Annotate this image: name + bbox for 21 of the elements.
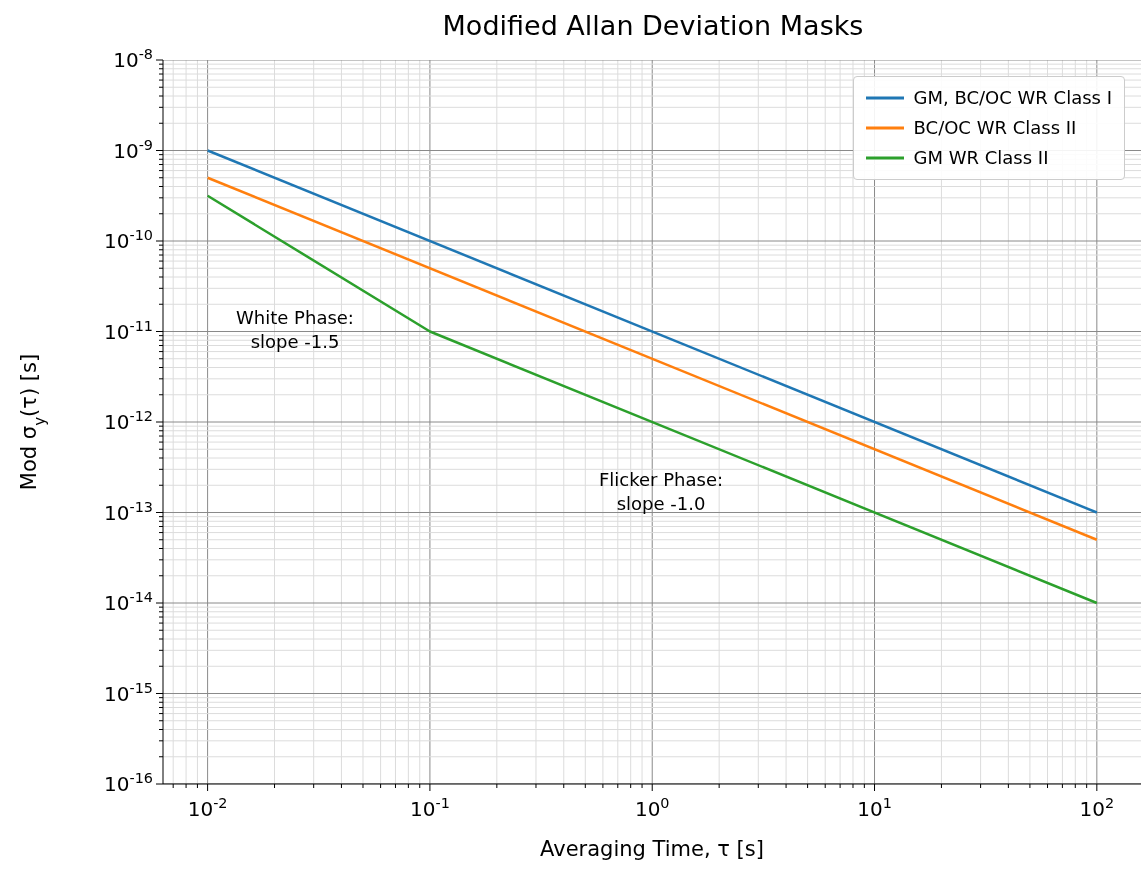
y-tick-label: 10$^{-13}$ <box>104 498 153 525</box>
chart-title: Modified Allan Deviation Masks <box>441 9 865 43</box>
annotation: Flicker Phase: slope -1.0 <box>598 468 724 516</box>
y-tick-label: 10$^{-8}$ <box>113 46 153 72</box>
x-axis-title: Averaging Time, τ [s] <box>540 837 764 861</box>
legend-label: BC/OC WR Class II <box>913 116 1077 140</box>
x-tick-label: 10$^{0}$ <box>634 795 670 821</box>
legend-label: GM WR Class II <box>913 146 1049 170</box>
annotation: White Phase: slope -1.5 <box>236 306 354 354</box>
x-tick-label: 10$^{-2}$ <box>187 795 228 821</box>
x-tick-label: 10$^{2}$ <box>1079 795 1115 821</box>
legend-label: GM, BC/OC WR Class I <box>913 86 1112 110</box>
y-tick-label: 10$^{-15}$ <box>104 679 153 706</box>
y-tick-label: 10$^{-12}$ <box>104 408 153 434</box>
x-tick-label: 10$^{-1}$ <box>410 795 450 821</box>
y-tick-label: 10$^{-14}$ <box>104 589 153 615</box>
x-tick-label: 10$^{1}$ <box>857 795 892 821</box>
y-tick-label: 10$^{-10}$ <box>104 227 153 253</box>
y-tick-label: 10$^{-9}$ <box>113 136 153 163</box>
y-tick-label: 10$^{-11}$ <box>104 317 153 344</box>
y-tick-label: 10$^{-16}$ <box>104 770 153 796</box>
